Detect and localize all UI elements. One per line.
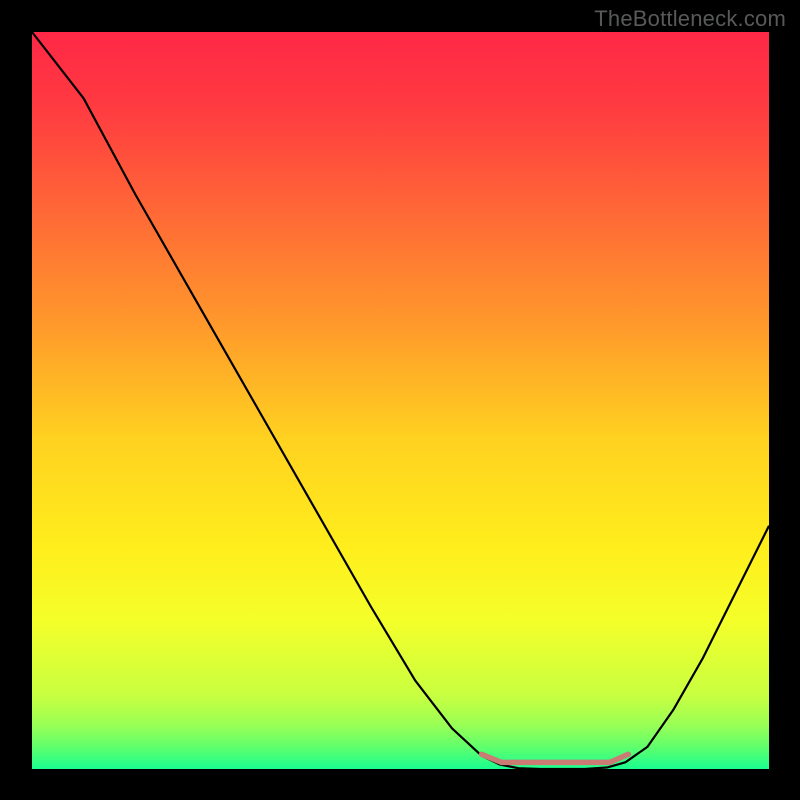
bottleneck-curve-chart xyxy=(32,32,769,769)
chart-background xyxy=(32,32,769,769)
watermark-text: TheBottleneck.com xyxy=(594,6,786,32)
chart-plot-area xyxy=(32,32,769,769)
